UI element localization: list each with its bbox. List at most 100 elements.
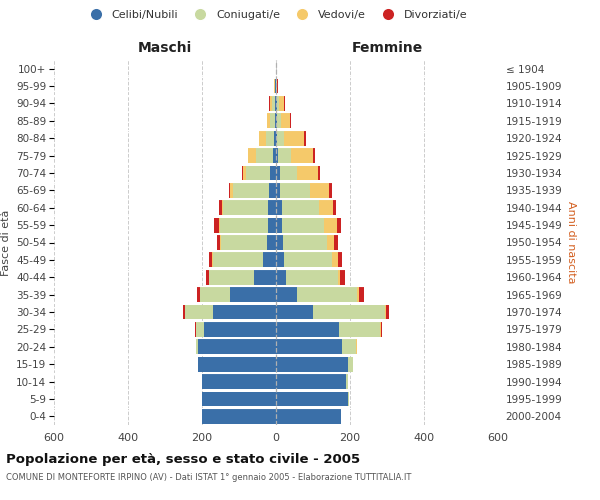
Bar — [276, 183, 280, 198]
Bar — [213, 252, 263, 268]
Bar — [206, 270, 209, 284]
Bar — [214, 218, 218, 232]
Bar — [278, 96, 284, 111]
Bar — [346, 374, 348, 389]
Bar — [256, 148, 273, 163]
Bar — [276, 218, 281, 232]
Bar — [270, 96, 272, 111]
Bar — [380, 322, 381, 337]
Bar — [202, 409, 276, 424]
Text: Femmine: Femmine — [352, 41, 422, 55]
Bar — [229, 183, 230, 198]
Bar — [220, 235, 221, 250]
Bar — [337, 218, 341, 232]
Bar — [332, 200, 337, 215]
Bar — [338, 270, 340, 284]
Bar — [276, 304, 313, 320]
Bar — [276, 409, 341, 424]
Bar — [183, 304, 185, 320]
Bar — [242, 166, 244, 180]
Bar — [276, 288, 298, 302]
Bar — [281, 200, 319, 215]
Bar — [218, 218, 220, 232]
Bar — [276, 270, 286, 284]
Bar — [284, 131, 304, 146]
Bar — [275, 114, 276, 128]
Bar — [332, 252, 338, 268]
Bar — [276, 166, 280, 180]
Bar — [247, 166, 271, 180]
Bar — [313, 148, 315, 163]
Bar — [221, 235, 267, 250]
Bar — [276, 148, 278, 163]
Bar — [197, 357, 199, 372]
Bar — [221, 200, 223, 215]
Bar — [278, 148, 291, 163]
Bar — [274, 131, 276, 146]
Bar — [276, 392, 348, 406]
Bar — [220, 218, 268, 232]
Bar — [286, 270, 338, 284]
Bar — [204, 322, 276, 337]
Bar — [268, 218, 276, 232]
Bar — [356, 288, 359, 302]
Bar — [185, 304, 213, 320]
Bar — [248, 148, 256, 163]
Bar — [339, 322, 380, 337]
Bar — [290, 114, 291, 128]
Bar — [284, 252, 332, 268]
Bar — [276, 235, 283, 250]
Y-axis label: Fasce di età: Fasce di età — [1, 210, 11, 276]
Bar — [276, 96, 277, 111]
Bar — [281, 218, 324, 232]
Bar — [273, 148, 276, 163]
Bar — [281, 114, 290, 128]
Bar — [276, 114, 277, 128]
Bar — [218, 200, 221, 215]
Bar — [202, 392, 276, 406]
Bar — [280, 183, 310, 198]
Bar — [348, 392, 349, 406]
Bar — [277, 114, 281, 128]
Bar — [230, 183, 233, 198]
Bar — [348, 357, 353, 372]
Bar — [338, 252, 342, 268]
Bar — [209, 252, 212, 268]
Bar — [209, 270, 254, 284]
Bar — [267, 114, 270, 128]
Bar — [244, 166, 247, 180]
Bar — [386, 304, 389, 320]
Bar — [276, 322, 339, 337]
Text: COMUNE DI MONTEFORTE IRPINO (AV) - Dati ISTAT 1° gennaio 2005 - Elaborazione TUT: COMUNE DI MONTEFORTE IRPINO (AV) - Dati … — [6, 472, 412, 482]
Bar — [266, 131, 274, 146]
Bar — [263, 252, 276, 268]
Bar — [254, 270, 276, 284]
Bar — [276, 252, 284, 268]
Bar — [291, 148, 313, 163]
Bar — [259, 131, 266, 146]
Bar — [200, 288, 230, 302]
Text: Maschi: Maschi — [138, 41, 192, 55]
Bar — [359, 288, 364, 302]
Bar — [385, 304, 386, 320]
Bar — [268, 200, 276, 215]
Bar — [319, 200, 332, 215]
Bar — [275, 96, 276, 111]
Bar — [342, 340, 356, 354]
Bar — [223, 200, 268, 215]
Bar — [267, 235, 276, 250]
Bar — [310, 183, 329, 198]
Bar — [212, 252, 213, 268]
Bar — [283, 235, 327, 250]
Bar — [334, 235, 338, 250]
Bar — [272, 96, 275, 111]
Y-axis label: Anni di nascita: Anni di nascita — [566, 201, 576, 284]
Bar — [340, 270, 345, 284]
Bar — [196, 322, 204, 337]
Bar — [298, 288, 356, 302]
Bar — [277, 96, 278, 111]
Bar — [275, 78, 276, 94]
Bar — [313, 304, 385, 320]
Bar — [269, 183, 276, 198]
Bar — [217, 235, 220, 250]
